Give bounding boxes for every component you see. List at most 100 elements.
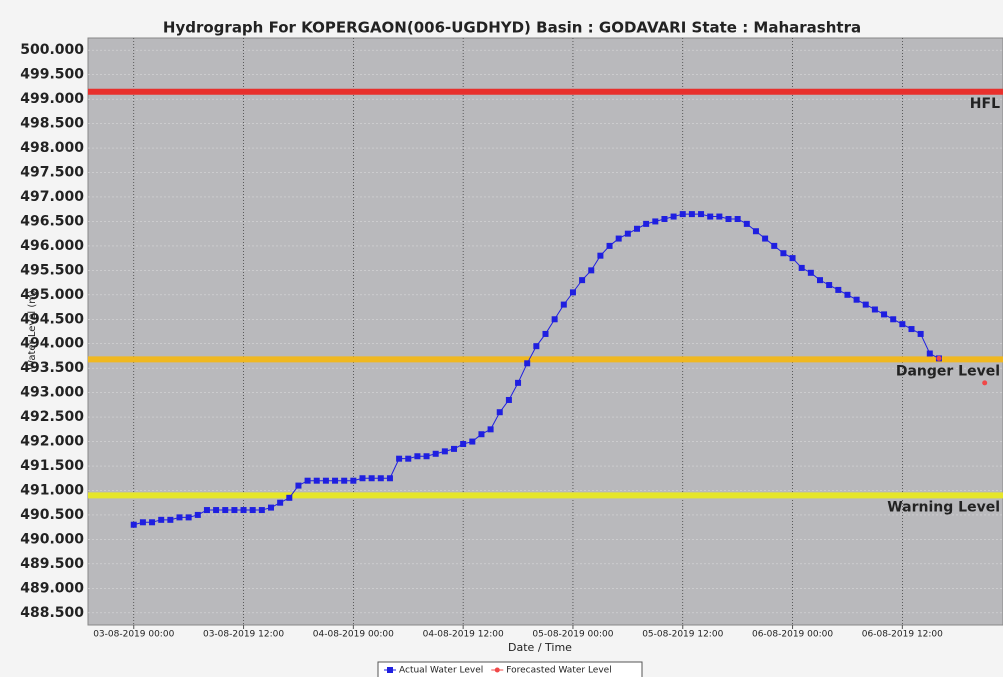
point [533, 343, 540, 350]
point [350, 477, 357, 484]
point [441, 448, 448, 455]
point [249, 507, 256, 514]
point [789, 255, 796, 262]
point [277, 499, 284, 506]
point [149, 519, 156, 526]
point [240, 507, 247, 514]
point [917, 330, 924, 337]
x-tick-label: 03-08-2019 00:00 [93, 630, 174, 640]
point [817, 277, 823, 284]
x-tick-label: 04-08-2019 12:00 [423, 630, 504, 640]
legend [377, 661, 643, 677]
point [551, 316, 558, 323]
point [432, 450, 439, 457]
legend-marker [387, 667, 393, 673]
y-tick-label: 492.000 [20, 434, 84, 450]
point [332, 477, 339, 484]
legend-marker [494, 667, 500, 673]
y-tick-label: 495.500 [20, 262, 84, 278]
point [524, 360, 531, 367]
x-tick-label: 04-08-2019 00:00 [313, 630, 394, 640]
point [670, 213, 677, 220]
point [478, 431, 485, 438]
point [505, 396, 512, 403]
point [130, 521, 137, 528]
point [496, 409, 503, 416]
point [569, 289, 576, 296]
y-tick-label: 499.000 [20, 91, 84, 107]
point [322, 477, 329, 484]
threshold-label: Danger Level [896, 363, 1000, 379]
y-tick-label: 497.000 [20, 189, 84, 205]
point [771, 242, 778, 249]
point [634, 225, 640, 232]
y-tick-label: 489.500 [20, 556, 84, 572]
point [899, 321, 906, 328]
point [743, 220, 750, 227]
threshold-label: Warning Level [887, 499, 1000, 515]
y-tick-label: 496.000 [20, 238, 84, 254]
point [579, 277, 586, 284]
threshold-label: HFL [970, 96, 1000, 112]
point [469, 438, 476, 445]
point [460, 441, 467, 448]
point [826, 282, 833, 289]
point [716, 213, 723, 220]
y-tick-label: 491.000 [20, 482, 84, 498]
point [304, 477, 311, 484]
y-tick-label: 495.000 [20, 287, 84, 303]
point [725, 215, 732, 222]
point [679, 211, 686, 218]
point [268, 504, 274, 511]
x-tick-label: 05-08-2019 12:00 [642, 630, 723, 640]
point [515, 379, 522, 386]
y-tick-label: 496.500 [20, 213, 84, 229]
point [597, 252, 604, 259]
point [871, 306, 878, 313]
point [286, 494, 293, 501]
point [451, 445, 457, 452]
point [982, 380, 988, 386]
y-tick-label: 498.500 [20, 116, 84, 132]
point [661, 215, 668, 222]
point [295, 482, 302, 489]
point [405, 455, 412, 462]
y-tick-label: 489.000 [20, 580, 84, 596]
y-axis-label: Water Level (m) [27, 290, 38, 370]
y-tick-label: 491.500 [20, 458, 84, 474]
point [762, 235, 769, 242]
point [890, 316, 897, 323]
point [231, 507, 238, 514]
y-tick-label: 490.500 [20, 507, 84, 523]
point [908, 326, 915, 333]
y-tick-label: 500.000 [20, 42, 84, 58]
point [377, 475, 384, 482]
point [203, 507, 210, 514]
point [414, 453, 421, 460]
point [368, 475, 375, 482]
point [798, 264, 805, 271]
point [560, 301, 567, 308]
point [734, 215, 741, 222]
x-axis-label: Date / Time [508, 641, 572, 654]
point [341, 477, 348, 484]
point [688, 211, 695, 218]
point [222, 507, 229, 514]
y-tick-label: 497.500 [20, 165, 84, 181]
y-tick-label: 492.500 [20, 409, 84, 425]
point [707, 213, 714, 220]
x-tick-label: 06-08-2019 00:00 [752, 630, 833, 640]
point [359, 475, 366, 482]
point [588, 267, 595, 274]
y-tick-label: 494.500 [20, 311, 84, 327]
point [213, 507, 220, 514]
point [176, 514, 183, 521]
point [542, 330, 549, 337]
point [780, 250, 787, 257]
y-tick-label: 493.500 [20, 360, 84, 376]
point [752, 228, 759, 235]
x-tick-label: 05-08-2019 00:00 [532, 630, 613, 640]
point [643, 220, 650, 227]
point [396, 455, 403, 462]
